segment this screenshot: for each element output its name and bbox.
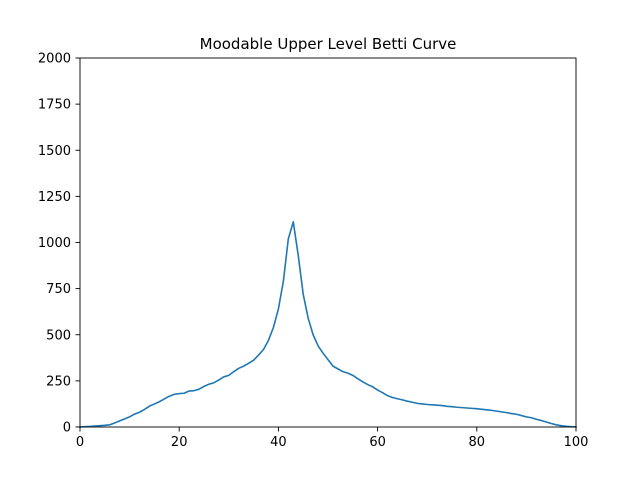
y-tick-label: 1750	[38, 98, 71, 113]
y-tick-label: 1250	[38, 190, 71, 205]
x-tick-label: 100	[564, 435, 589, 450]
y-tick-label: 2000	[38, 52, 71, 67]
x-tick-label: 20	[171, 435, 188, 450]
chart-title: Moodable Upper Level Betti Curve	[200, 35, 457, 53]
series-line-0	[79, 221, 577, 428]
plot-area: 0 20 40 60 80 1000250500750100012501500175020…	[38, 52, 589, 451]
y-tick-label: 0	[63, 421, 71, 436]
y-tick-label: 500	[46, 328, 71, 343]
x-tick-label: 0	[76, 435, 84, 450]
x-tick-label: 40	[270, 435, 287, 450]
y-tick-label: 250	[46, 374, 71, 389]
x-tick-label: 80	[469, 435, 486, 450]
y-tick-label: 1000	[38, 236, 71, 251]
plot-frame	[79, 57, 577, 428]
x-tick-label: 60	[369, 435, 386, 450]
y-tick-label: 750	[46, 282, 71, 297]
y-tick-label: 1500	[38, 144, 71, 159]
